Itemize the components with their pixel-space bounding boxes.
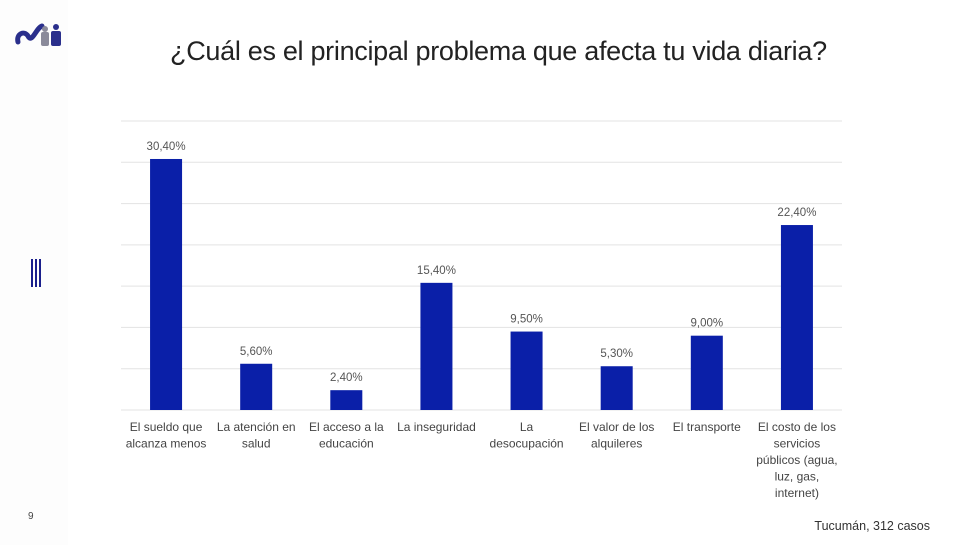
data-label: 2,40%: [330, 372, 363, 384]
bar: [510, 331, 543, 410]
bar: [600, 366, 633, 410]
category-label: El transporte: [673, 420, 741, 434]
sample-note: Tucumán, 312 casos: [814, 519, 930, 533]
data-label: 22,40%: [777, 207, 816, 219]
category-label: El sueldo que: [130, 420, 203, 434]
page-number: 9: [28, 511, 34, 522]
category-label: alquileres: [591, 437, 642, 451]
data-label: 9,50%: [510, 314, 543, 326]
bar: [240, 363, 273, 410]
category-label: alcanza menos: [126, 437, 207, 451]
category-label: El acceso a la: [309, 420, 384, 434]
data-label: 15,40%: [417, 265, 456, 277]
data-label: 5,60%: [240, 346, 273, 358]
data-label: 5,30%: [600, 348, 633, 360]
bar: [780, 225, 813, 410]
category-label: públicos (agua,: [756, 453, 837, 467]
data-label: 9,00%: [691, 318, 724, 330]
logo: [14, 20, 66, 55]
category-label: educación: [319, 437, 374, 451]
bar: [420, 282, 453, 410]
category-label: El costo de los: [758, 420, 836, 434]
page-title: ¿Cuál es el principal problema que afect…: [170, 36, 827, 66]
category-label: El valor de los: [579, 420, 654, 434]
data-label: 30,40%: [147, 141, 186, 153]
category-label: desocupación: [490, 437, 564, 451]
category-label: servicios: [774, 437, 821, 451]
bar: [150, 158, 183, 410]
bar: [330, 390, 363, 410]
sidebar: [0, 0, 68, 545]
category-label: salud: [242, 437, 271, 451]
category-label: luz, gas,: [775, 470, 820, 484]
bar: [690, 335, 723, 410]
category-label: internet): [775, 486, 819, 500]
category-label: La inseguridad: [397, 420, 476, 434]
vertical-bars-icon: [31, 259, 43, 292]
category-label: La: [520, 420, 534, 434]
category-label: La atención en: [217, 420, 296, 434]
